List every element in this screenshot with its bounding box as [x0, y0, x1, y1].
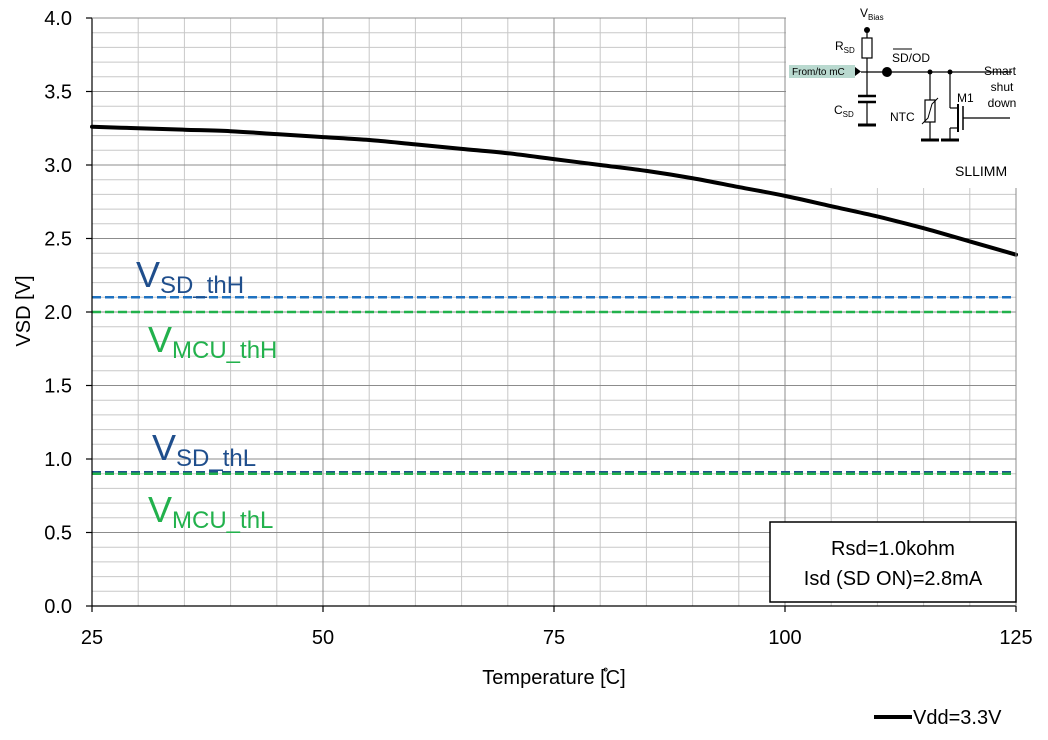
y-tick-label: 1.0: [44, 449, 72, 471]
label-vmcu-thh-sub: MCU_thH: [172, 337, 277, 364]
from-to-label: From/to mC: [792, 67, 845, 78]
ntc-slash-icon: [921, 97, 939, 125]
y-tick-label: 2.5: [44, 229, 72, 251]
schematic-sd-od-label: SD/OD: [892, 51, 930, 65]
tick-labels: 0.0 0.5 1.0 1.5 2.0 2.5 3.0 3.5 4.0 25 50 75 100 125: [44, 8, 1033, 649]
label-vmcu-thl-sub: MCU_thL: [172, 507, 273, 534]
schematic-rsd-label: RSD: [835, 39, 855, 55]
schematic-caption: SLLIMM: [955, 163, 1007, 179]
legend-label-vdd: Vdd=3.3V: [913, 707, 1002, 729]
sd-od-node-icon: [882, 67, 892, 77]
schematic-csd-sub: SD: [843, 110, 854, 119]
y-tick-label: 3.5: [44, 82, 72, 104]
x-tick-label: 100: [768, 627, 801, 649]
x-tick-label: 125: [999, 627, 1032, 649]
y-tick-label: 4.0: [44, 8, 72, 30]
annotation-box: Rsd=1.0kohm Isd (SD ON)=2.8mA: [769, 521, 1017, 603]
smart-label-2: shut: [991, 80, 1014, 94]
annotation-line-2: Isd (SD ON)=2.8mA: [804, 568, 983, 590]
label-vmcu-thh-main: V: [148, 319, 172, 360]
x-axis-title: Temperature [̊C]: [482, 667, 625, 689]
label-vsd-thl: VSD_thL: [152, 427, 256, 472]
smart-label-1: Smart: [984, 64, 1017, 78]
schematic-csd-main: C: [834, 103, 843, 117]
schematic-vbias-label: VBias: [860, 6, 884, 22]
threshold-lines: [92, 296, 1012, 475]
x-tick-label: 25: [81, 627, 103, 649]
x-tick-label: 50: [312, 627, 334, 649]
schematic-background: [786, 4, 1032, 188]
schematic-ntc-label: NTC: [890, 110, 915, 124]
y-tick-label: 2.0: [44, 302, 72, 324]
y-tick-label: 0.5: [44, 523, 72, 545]
schematic-vbias-main: V: [860, 6, 868, 20]
schematic-csd-label: CSD: [834, 103, 854, 119]
series-layer: [90, 124, 1018, 257]
legend: Vdd=3.3V: [874, 707, 1002, 729]
series-line-0: [90, 124, 1018, 257]
label-vmcu-thl: VMCU_thL: [148, 489, 273, 534]
label-vsd-thh: VSD_thH: [136, 254, 244, 299]
label-vmcu-thl-main: V: [148, 489, 172, 530]
y-tick-label: 0.0: [44, 596, 72, 618]
label-vsd-thh-main: V: [136, 254, 160, 295]
annotation-line-1: Rsd=1.0kohm: [831, 538, 955, 560]
label-vsd-thl-sub: SD_thL: [176, 445, 256, 472]
x-tick-label: 75: [543, 627, 565, 649]
label-vsd-thh-sub: SD_thH: [160, 272, 244, 299]
label-vsd-thl-main: V: [152, 427, 176, 468]
schematic-m1-label: M1: [957, 91, 974, 105]
y-tick-label: 1.5: [44, 376, 72, 398]
annotation-box-frame: [769, 521, 1017, 603]
y-tick-label: 3.0: [44, 155, 72, 177]
smart-label-3: down: [988, 96, 1017, 110]
arrow-icon: [855, 67, 861, 76]
y-axis-title: VSD [V]: [13, 275, 35, 346]
label-vmcu-thh: VMCU_thH: [148, 319, 277, 364]
schematic-vbias-sub: Bias: [868, 13, 884, 22]
schematic-rsd-sub: SD: [844, 46, 855, 55]
schematic-rsd-main: R: [835, 39, 844, 53]
schematic-inset: VBias RSD From/to mC SD/OD Smart shut do…: [786, 4, 1032, 188]
from-to-tag: [789, 65, 855, 78]
